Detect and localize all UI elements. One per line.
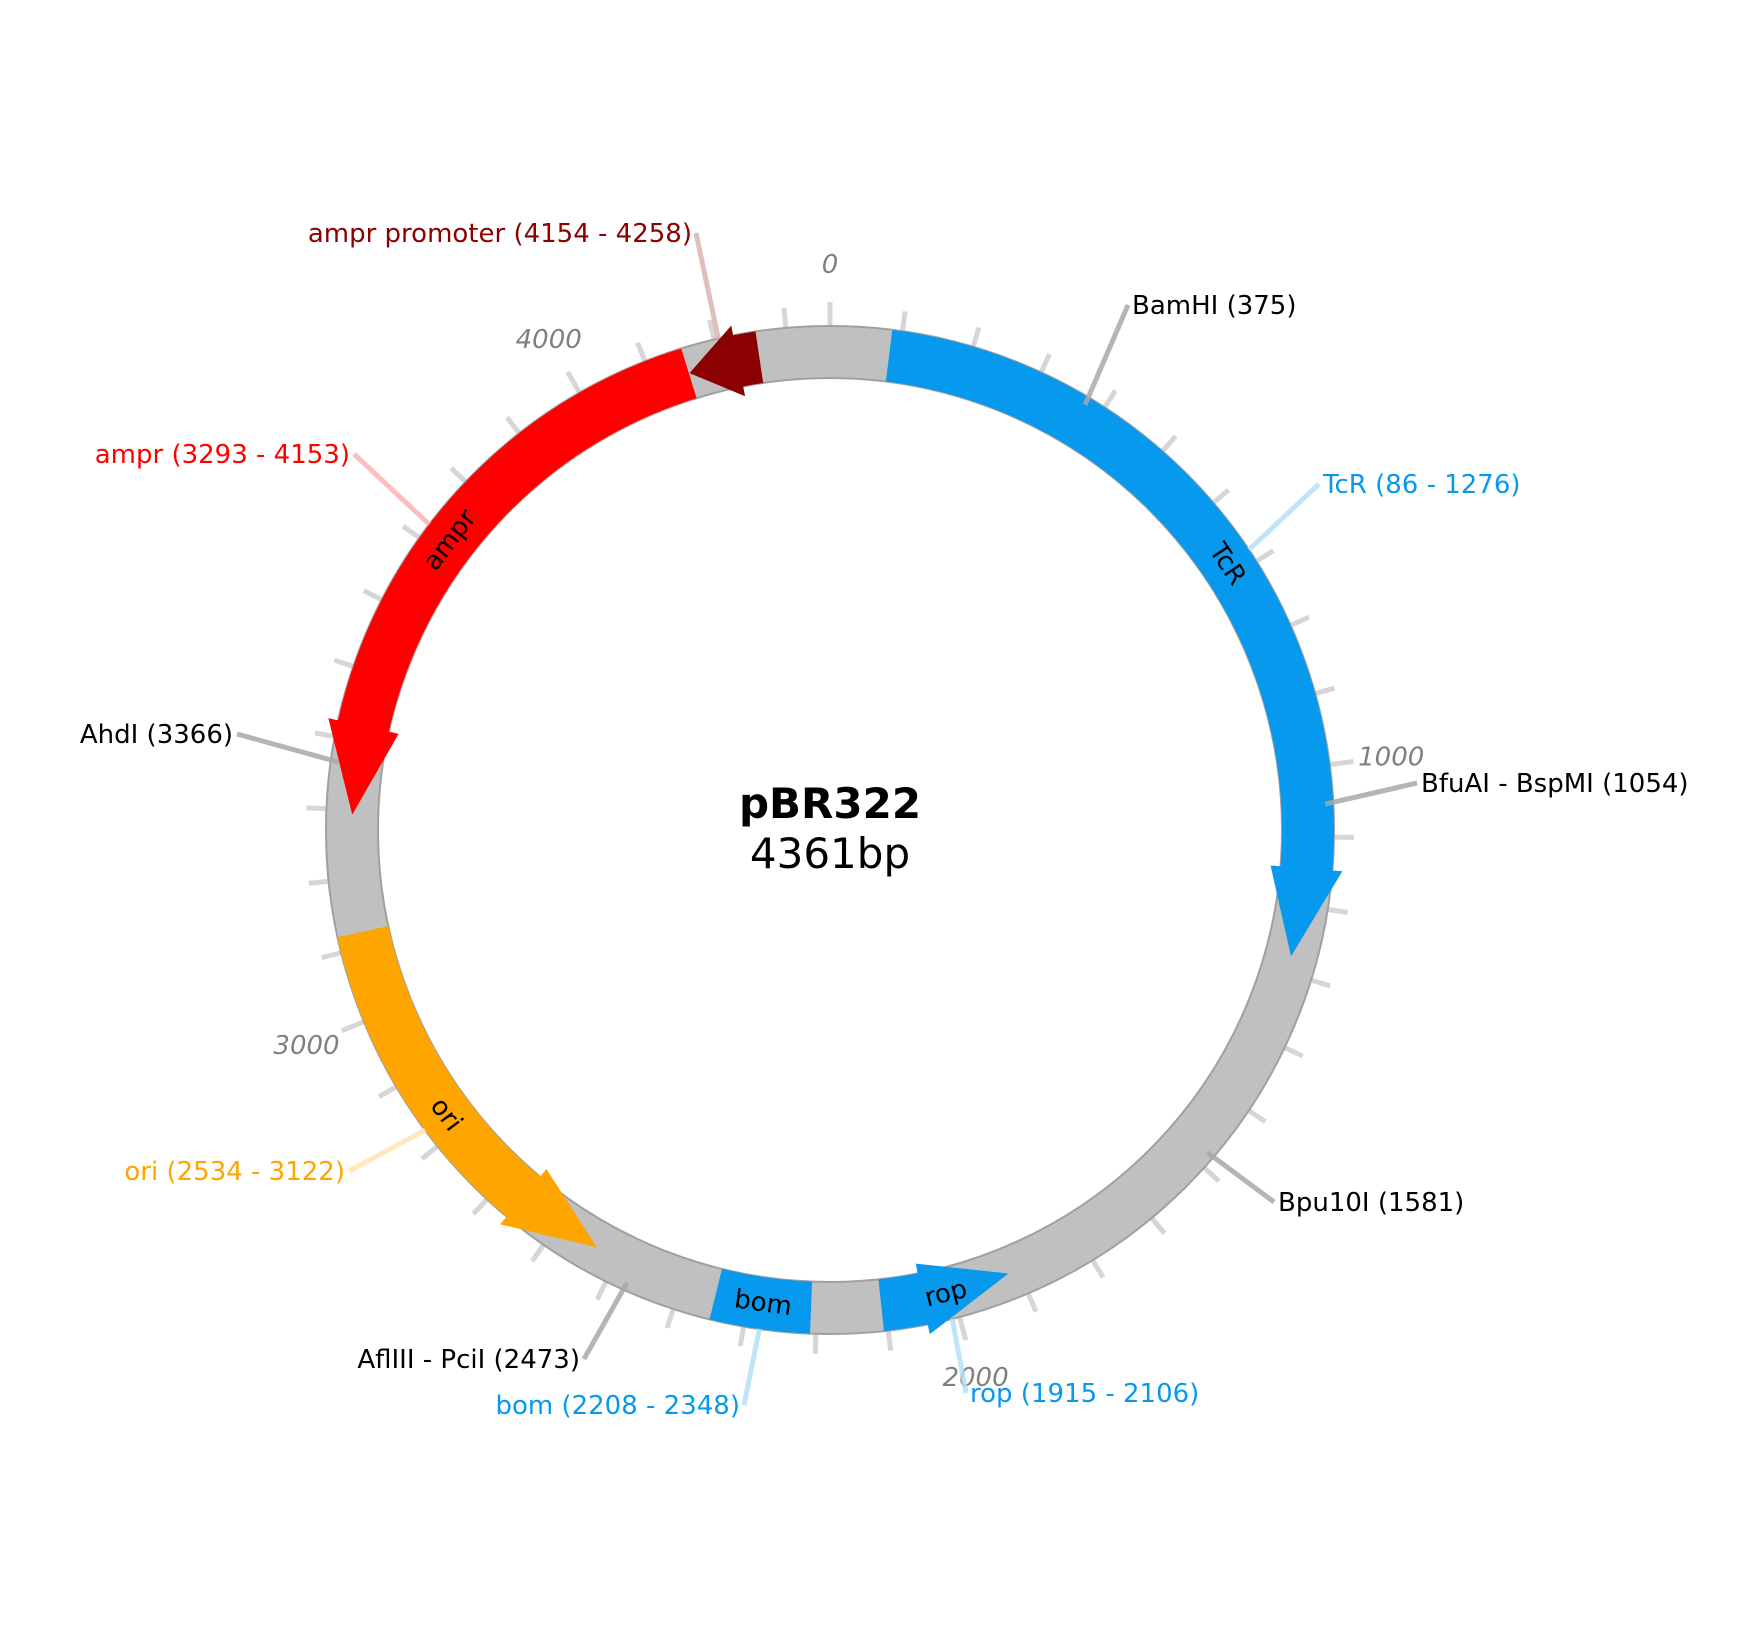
tick-mark xyxy=(306,805,327,812)
label-afliii-pcii: AflIII - PciI (2473) xyxy=(357,1345,580,1375)
tick-mark xyxy=(1202,1165,1221,1184)
tick-mark xyxy=(885,1330,894,1351)
tick-mark xyxy=(1160,434,1178,453)
tick-mark xyxy=(664,1308,676,1329)
plasmid-size: 4361bp xyxy=(750,829,910,878)
tick-mark xyxy=(362,588,383,603)
tick-mark xyxy=(812,1333,819,1354)
feature-ori xyxy=(337,926,597,1248)
label-bom: bom (2208 - 2348) xyxy=(495,1391,740,1421)
tick-mark xyxy=(1255,548,1275,564)
leader-bom xyxy=(741,1328,762,1406)
tick-mark xyxy=(1090,1258,1106,1279)
tick-mark xyxy=(707,319,717,341)
label-rop: rop (1915 - 2106) xyxy=(970,1379,1199,1409)
tick-mark xyxy=(1283,1045,1304,1059)
tick-mark xyxy=(340,1019,365,1034)
label-ori: ori (2534 - 3122) xyxy=(124,1157,345,1187)
tick-label: 3000 xyxy=(273,1031,339,1061)
tick-mark xyxy=(1314,685,1336,696)
tick-label: 4000 xyxy=(516,325,582,355)
label-bfuai-bspmi: BfuAI - BspMI (1054) xyxy=(1421,769,1689,799)
tick-label: 2000 xyxy=(942,1363,1008,1393)
feature-bom xyxy=(709,1268,813,1334)
tick-label: 0 xyxy=(822,250,839,280)
feature-rop xyxy=(878,1263,1009,1335)
tick-mark xyxy=(505,415,522,435)
label-ahdi: AhdI (3366) xyxy=(80,720,233,750)
tick-mark xyxy=(1038,353,1052,374)
tick-mark xyxy=(1310,977,1331,989)
label-ampr: ampr (3293 - 4153) xyxy=(95,440,350,470)
leader-ori xyxy=(347,1127,427,1174)
tick-mark xyxy=(314,730,336,740)
leader-bpu10i xyxy=(1205,1150,1276,1205)
tick-mark xyxy=(899,311,908,332)
tick-label: 1000 xyxy=(1358,743,1424,773)
tick-mark xyxy=(1211,487,1231,505)
center-title: pBR322 4361bp xyxy=(739,779,921,878)
label-ampr-promoter: ampr promoter (4154 - 4258) xyxy=(308,219,692,249)
tick-mark xyxy=(1102,389,1118,409)
tick-mark xyxy=(957,1316,969,1341)
leader-rop xyxy=(949,1318,969,1394)
tick-mark xyxy=(401,524,421,540)
plasmid-name: pBR322 xyxy=(739,779,921,828)
feature-ampr-promoter xyxy=(689,325,764,397)
tick-mark xyxy=(1149,1216,1167,1235)
tick-mark xyxy=(420,1144,440,1161)
leader-bamhi xyxy=(1082,304,1131,406)
label-bpu10i: Bpu10I (1581) xyxy=(1278,1188,1464,1218)
feature-ampr xyxy=(328,348,697,815)
feature-TcR xyxy=(885,329,1343,957)
leader-ahdi xyxy=(236,731,340,765)
tick-mark xyxy=(970,326,982,348)
label-bamhi: BamHI (375) xyxy=(1132,291,1297,321)
labels: TcR (86 - 1276) rop (1915 - 2106) bom (220… xyxy=(80,219,1689,1421)
tick-mark xyxy=(594,1280,609,1301)
tick-mark xyxy=(1289,614,1310,628)
tick-mark xyxy=(565,370,582,394)
tick-marks: 0 1000 2000 3000 4000 xyxy=(273,250,1424,1393)
tick-mark xyxy=(635,341,648,363)
tick-mark xyxy=(449,466,468,484)
tick-mark xyxy=(1025,1292,1039,1313)
tick-mark xyxy=(1247,1108,1267,1124)
tick-mark xyxy=(737,1326,747,1347)
label-TcR: TcR (86 - 1276) xyxy=(1322,470,1521,500)
tick-mark xyxy=(1327,906,1348,915)
leader-bfuai-bspmi xyxy=(1324,780,1418,807)
tick-mark xyxy=(321,950,342,961)
tick-mark xyxy=(471,1197,489,1216)
label-leaders xyxy=(236,232,1418,1406)
tick-mark xyxy=(333,657,355,669)
leader-ampr-promoter xyxy=(693,232,721,340)
tick-mark xyxy=(781,307,789,329)
tick-mark xyxy=(377,1084,398,1099)
tick-mark xyxy=(308,878,329,886)
leader-TcR xyxy=(1247,482,1321,552)
tick-mark xyxy=(1329,759,1354,768)
leader-afliii-pcii xyxy=(581,1281,630,1361)
tick-mark xyxy=(530,1243,546,1263)
leader-ampr xyxy=(352,452,431,527)
